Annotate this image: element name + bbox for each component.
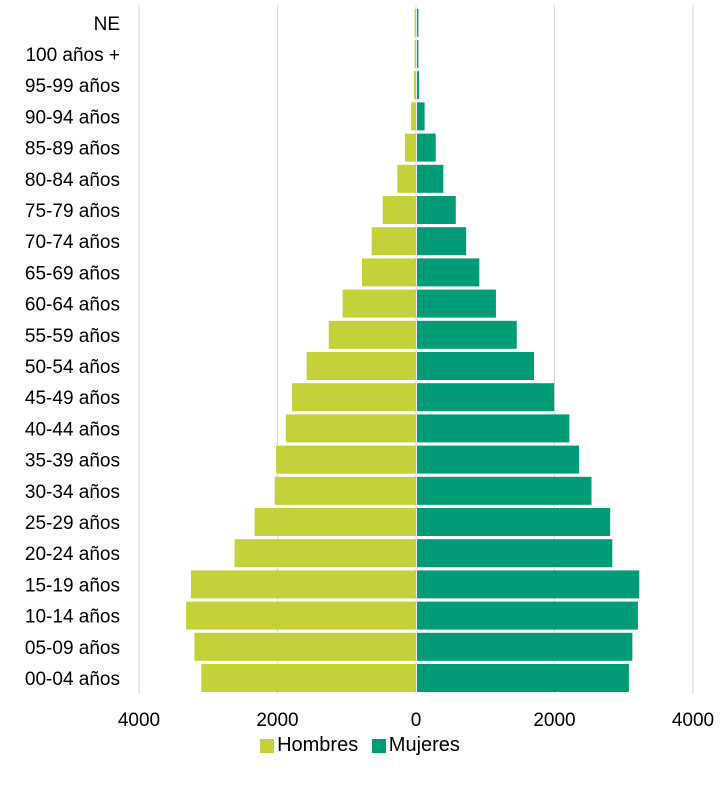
x-tick-label: 4000 [118, 710, 160, 731]
bar-hombres [342, 289, 416, 318]
category-label: 70-74 años [25, 232, 120, 253]
category-label: 25-29 años [25, 513, 120, 534]
bar-hombres [292, 383, 416, 412]
bar-mujeres [417, 632, 633, 661]
category-label: 55-59 años [25, 326, 120, 347]
bar-mujeres [417, 164, 444, 193]
category-label: 45-49 años [25, 388, 120, 409]
legend-swatch-hombres [260, 738, 275, 753]
bar-hombres [254, 508, 416, 536]
bar-mujeres [417, 383, 555, 412]
category-label: 30-34 años [25, 482, 120, 503]
bar-mujeres [417, 445, 580, 474]
bar-hombres [414, 8, 416, 37]
category-label: 65-69 años [25, 263, 120, 284]
bar-mujeres [417, 352, 535, 380]
bar-mujeres [417, 601, 638, 630]
category-label: 60-64 años [25, 295, 120, 316]
legend-label-mujeres: Mujeres [388, 734, 460, 756]
bars [186, 8, 640, 692]
legend-label-hombres: Hombres [277, 734, 359, 756]
bar-hombres [190, 570, 416, 599]
bar-hombres [371, 227, 416, 256]
bar-mujeres [417, 196, 456, 224]
bar-mujeres [417, 539, 613, 568]
bar-mujeres [417, 102, 425, 131]
bar-hombres [328, 320, 416, 349]
bar-hombres [411, 102, 416, 131]
category-label: 80-84 años [25, 170, 120, 191]
x-tick-label: 4000 [672, 710, 714, 731]
bar-mujeres [417, 71, 420, 100]
category-label: 50-54 años [25, 357, 120, 378]
bar-hombres [234, 539, 416, 568]
x-tick-labels: 4000 2000 0 2000 4000 [118, 710, 714, 731]
bar-hombres [276, 445, 416, 474]
x-tick-label: 2000 [256, 710, 298, 731]
bar-mujeres [417, 289, 496, 318]
x-tick-label: 2000 [533, 710, 575, 731]
legend-swatch-mujeres [371, 738, 386, 753]
bar-hombres [404, 133, 416, 162]
category-label: NE [94, 14, 120, 35]
legend-item-hombres: Hombres [260, 734, 358, 757]
category-label: 10-14 años [25, 607, 120, 628]
category-label: 15-19 años [25, 575, 120, 596]
bar-mujeres [417, 258, 480, 287]
bar-mujeres [417, 476, 592, 505]
bar-mujeres [417, 414, 570, 443]
x-tick-label: 0 [411, 710, 422, 731]
bar-mujeres [417, 133, 436, 162]
bar-hombres [285, 414, 416, 443]
category-label: 40-44 años [25, 419, 120, 440]
bar-hombres [306, 352, 416, 380]
category-label: 35-39 años [25, 451, 120, 472]
bar-hombres [413, 71, 416, 100]
bar-mujeres [417, 227, 467, 256]
category-label: 90-94 años [25, 107, 120, 128]
bar-hombres [186, 601, 416, 630]
bar-mujeres [417, 40, 419, 68]
bar-hombres [382, 196, 416, 224]
category-label: 20-24 años [25, 544, 120, 565]
bar-mujeres [417, 664, 629, 692]
category-label: 05-09 años [25, 638, 120, 659]
bar-mujeres [417, 570, 640, 599]
bar-mujeres [417, 320, 517, 349]
bar-hombres [194, 632, 416, 661]
category-label: 00-04 años [25, 669, 120, 690]
legend: Hombres Mujeres [0, 734, 720, 759]
bar-hombres [274, 476, 416, 505]
category-label: 100 años + [25, 45, 120, 66]
category-label: 95-99 años [25, 76, 120, 97]
category-label: 85-89 años [25, 139, 120, 160]
bar-hombres [414, 40, 416, 68]
category-labels: 00-04 años 05-09 años 10-14 años 15-19 años… [25, 14, 120, 690]
bar-mujeres [417, 8, 419, 37]
bar-hombres [397, 164, 416, 193]
category-label: 75-79 años [25, 201, 120, 222]
bar-mujeres [417, 508, 611, 536]
bar-hombres [201, 664, 416, 692]
legend-item-mujeres: Mujeres [371, 734, 460, 757]
bar-hombres [361, 258, 416, 287]
